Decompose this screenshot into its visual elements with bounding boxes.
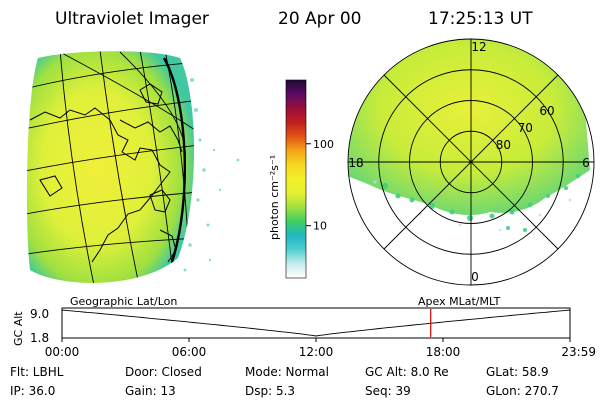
- altitude-xtick-label: 12:00: [299, 345, 334, 359]
- colorbar-ticks: 10 100: [306, 138, 334, 233]
- info-mode: Mode: Normal: [245, 365, 329, 379]
- altitude-xticks: 00:00 06:00 12:00 18:00 23:59: [45, 338, 596, 359]
- mlt-label: 12: [471, 40, 486, 54]
- altitude-ytick-bottom: 1.8: [30, 331, 49, 345]
- lat-ring: [409, 100, 533, 224]
- terminator-line: [162, 57, 186, 263]
- info-panel: Flt: LBHL Door: Closed Mode: Normal GC A…: [10, 365, 559, 398]
- altitude-ytick-top: 9.0: [30, 307, 49, 321]
- right-panel-label: Apex MLat/MLT: [418, 295, 501, 308]
- earth-disk: [26, 51, 195, 283]
- header-date: 20 Apr 00: [278, 9, 361, 29]
- lat-ring: [378, 69, 564, 255]
- colorbar-tick-label: 100: [313, 138, 334, 151]
- mlt-label: 6: [582, 156, 590, 170]
- info-ip: IP: 36.0: [10, 384, 55, 398]
- coastlines: [29, 83, 183, 263]
- lat-ring: [439, 130, 503, 194]
- info-gain: Gain: 13: [125, 384, 176, 398]
- lat-ring-label: 60: [539, 104, 554, 118]
- colorbar-tick-label: 10: [313, 220, 327, 233]
- polar-emission: [348, 39, 590, 232]
- geographic-image: [26, 51, 240, 283]
- mlt-line-diag-2: [383, 74, 559, 250]
- polar-mlt-labels: 12 6 18 0: [348, 40, 589, 284]
- colorbar-bar: [285, 79, 307, 279]
- mlt-label: 0: [471, 270, 479, 284]
- altitude-xtick-label: 23:59: [561, 345, 596, 359]
- left-panel-label: Geographic Lat/Lon: [70, 295, 177, 308]
- altitude-curve: [61, 309, 571, 337]
- header-title: Ultraviolet Imager: [55, 9, 209, 29]
- polar-plot: 80 70 60 12 6 18 0: [347, 38, 595, 286]
- altitude-plot-frame: [61, 307, 571, 339]
- polar-lat-rings: 80 70 60: [378, 69, 564, 255]
- colorbar: 10 100 photon cm⁻²s⁻¹: [268, 79, 334, 279]
- limb-speckle: [183, 78, 240, 272]
- altitude-xtick-label: 00:00: [45, 345, 80, 359]
- colorbar-label: photon cm⁻²s⁻¹: [268, 155, 281, 240]
- altitude-xtick-label: 18:00: [426, 345, 461, 359]
- header-time: 17:25:13 UT: [428, 9, 533, 29]
- mlt-label: 18: [348, 156, 363, 170]
- altitude-plot: GC Alt 9.0 1.8 00:00 06:00 12:00 18:00 23:59: [12, 307, 596, 359]
- polar-grid: [347, 38, 595, 286]
- lat-ring-label: 70: [518, 121, 533, 135]
- info-filter: Flt: LBHL: [10, 365, 64, 379]
- info-door: Door: Closed: [125, 365, 202, 379]
- info-gc-alt: GC Alt: 8.0 Re: [365, 365, 449, 379]
- info-dsp: Dsp: 5.3: [245, 384, 295, 398]
- lat-ring-label: 80: [496, 138, 511, 152]
- info-seq: Seq: 39: [365, 384, 411, 398]
- altitude-ylabel: GC Alt: [12, 311, 25, 346]
- altitude-xtick-label: 06:00: [172, 345, 207, 359]
- info-glat: GLat: 58.9: [486, 365, 549, 379]
- info-glon: GLon: 270.7: [486, 384, 559, 398]
